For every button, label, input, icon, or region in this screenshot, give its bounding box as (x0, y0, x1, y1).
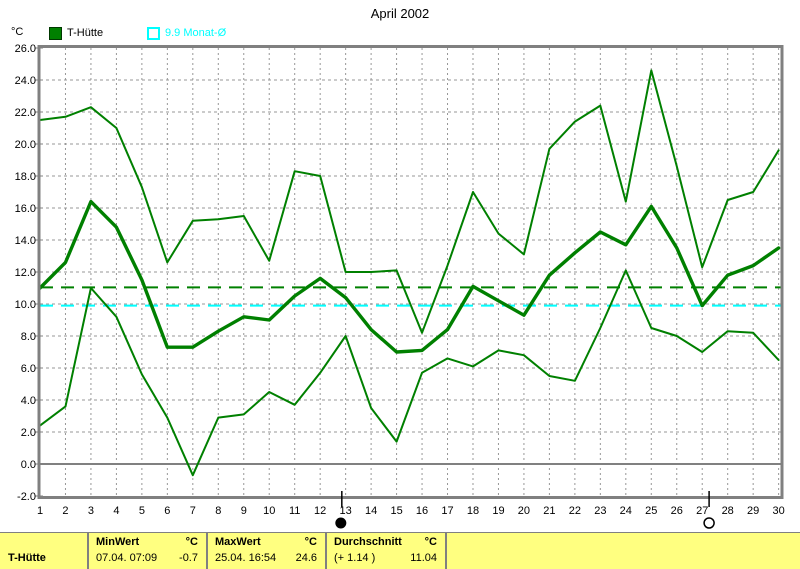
y-axis-label: 10.0 (15, 299, 36, 311)
max-label: MaxWert (215, 536, 261, 548)
x-axis-label: 26 (671, 505, 683, 517)
y-axis-label: 2.0 (21, 427, 36, 439)
y-axis-label: 22.0 (15, 107, 36, 119)
x-axis-label: 28 (722, 505, 734, 517)
x-axis-label: 1 (37, 505, 43, 517)
series-color-swatch-icon (49, 26, 62, 40)
x-axis-label: 18 (467, 505, 479, 517)
min-unit: °C (185, 536, 198, 548)
x-axis-label: 6 (164, 505, 170, 517)
x-axis-label: 9 (241, 505, 247, 517)
legend-item-t-huette[interactable]: T-Hütte (49, 26, 103, 40)
avg-label: Durchschnitt (334, 536, 402, 548)
status-cell-empty (445, 533, 800, 569)
x-axis-label: 3 (88, 505, 94, 517)
x-axis-label: 24 (620, 505, 632, 517)
x-axis-label: 5 (139, 505, 145, 517)
y-axis-label: -2.0 (17, 491, 36, 503)
y-axis-label: 24.0 (15, 75, 36, 87)
x-axis-label: 4 (113, 505, 119, 517)
min-datetime: 07.04. 07:09 (96, 552, 158, 564)
status-cell-maxwert: MaxWert °C 25.04. 16:54 24.6 (206, 533, 325, 569)
temperature-line (38, 199, 781, 354)
x-axis-label: 7 (190, 505, 196, 517)
reference-color-swatch-icon (147, 26, 160, 40)
y-axis-label: 0.0 (21, 459, 36, 471)
full-moon-icon (703, 517, 715, 529)
chart-title: April 2002 (370, 6, 430, 21)
x-axis-label: 10 (263, 505, 275, 517)
y-axis-label: 26.0 (15, 43, 36, 55)
new-moon-icon (335, 517, 347, 529)
temperature-line (39, 269, 780, 477)
plot-frame (37, 45, 784, 499)
station-name: T-Hütte (8, 552, 46, 564)
x-axis-label: 19 (492, 505, 504, 517)
x-axis-label: 17 (441, 505, 453, 517)
y-axis-unit-label: °C (11, 26, 24, 38)
y-axis-label: 4.0 (21, 395, 36, 407)
legend-item-monat-avg[interactable]: 9.9 Monat-Ø (147, 26, 226, 40)
y-axis-label: 20.0 (15, 139, 36, 151)
min-label: MinWert (96, 536, 140, 548)
y-axis-label: 6.0 (21, 363, 36, 375)
y-axis-label: 14.0 (15, 235, 36, 247)
avg-value: 11.04 (410, 552, 437, 564)
x-axis-label: 30 (773, 505, 785, 517)
status-cell-minwert: MinWert °C 07.04. 07:09 -0.7 (87, 533, 206, 569)
temperature-line (39, 69, 780, 334)
x-axis-label: 12 (314, 505, 326, 517)
status-cell-station: T-Hütte (0, 533, 87, 569)
max-unit: °C (304, 536, 317, 548)
avg-unit: °C (424, 536, 437, 548)
x-axis-label: 23 (594, 505, 606, 517)
x-axis-label: 20 (518, 505, 530, 517)
x-axis-label: 25 (645, 505, 657, 517)
x-axis-label: 11 (289, 505, 300, 517)
status-cell-durchschnitt: Durchschnitt °C (+ 1.14 ) 11.04 (325, 533, 445, 569)
y-axis-label: 18.0 (15, 171, 36, 183)
avg-datetime: (+ 1.14 ) (334, 552, 376, 564)
legend-label: T-Hütte (67, 27, 104, 39)
status-bar: T-Hütte MinWert °C 07.04. 07:09 -0.7 MaxWe… (0, 532, 800, 569)
y-axis-label: 16.0 (15, 203, 36, 215)
y-axis-label: 12.0 (15, 267, 36, 279)
legend-label: 9.9 Monat-Ø (165, 27, 227, 39)
max-value: 24.6 (295, 552, 317, 564)
x-axis-label: 22 (569, 505, 581, 517)
min-value: -0.7 (179, 552, 198, 564)
y-axis-label: 8.0 (21, 331, 36, 343)
x-axis-label: 8 (215, 505, 221, 517)
x-axis-label: 15 (390, 505, 402, 517)
x-axis-label: 13 (340, 505, 352, 517)
x-axis-label: 16 (416, 505, 428, 517)
chart-plot-area[interactable]: 26.024.022.020.018.016.014.012.010.08.06… (0, 0, 800, 532)
x-axis-label: 14 (365, 505, 377, 517)
x-axis-label: 27 (696, 505, 708, 517)
x-axis-label: 2 (62, 505, 68, 517)
x-axis-label: 29 (747, 505, 759, 517)
x-axis-label: 21 (543, 505, 555, 517)
max-datetime: 25.04. 16:54 (215, 552, 277, 564)
